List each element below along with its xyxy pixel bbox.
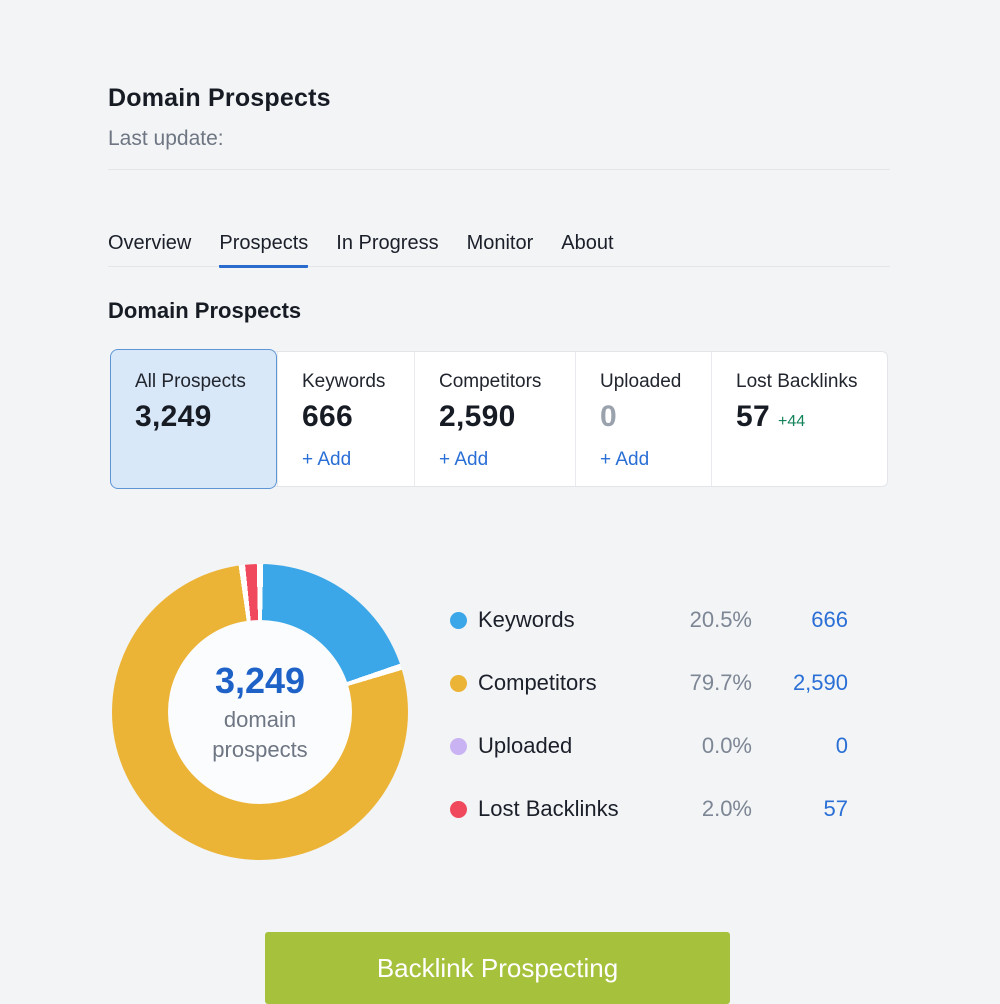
last-update-label: Last update: <box>108 127 224 150</box>
legend-value-link[interactable]: 666 <box>811 607 848 632</box>
stat-card-all-prospects[interactable]: All Prospects 3,249 <box>110 349 277 489</box>
legend-label: Lost Backlinks <box>478 796 619 821</box>
legend-label: Uploaded <box>478 733 573 758</box>
legend-row-uploaded: Uploaded 0.0% 0 <box>450 729 848 763</box>
stat-card-delta-badge: +44 <box>777 413 806 430</box>
section-title: Domain Prospects <box>108 298 302 323</box>
stat-card-keywords[interactable]: Keywords 666 + Add <box>277 352 414 486</box>
legend-percent: 79.7% <box>689 670 752 695</box>
header-divider <box>108 169 890 170</box>
stat-card-value: 57 <box>736 400 770 433</box>
legend-value-link[interactable]: 57 <box>823 796 848 821</box>
add-competitors-button[interactable]: + Add <box>439 449 489 470</box>
stat-card-competitors[interactable]: Competitors 2,590 + Add <box>414 352 575 486</box>
stat-card-value: 0 <box>600 400 617 433</box>
stat-card-label: All Prospects <box>135 371 246 392</box>
stat-card-value: 3,249 <box>135 400 212 433</box>
legend-label: Competitors <box>478 670 597 695</box>
legend-percent: 20.5% <box>689 607 752 632</box>
legend-dot <box>450 611 467 629</box>
stat-card-value: 2,590 <box>439 400 516 433</box>
tab-in-progress[interactable]: In Progress <box>336 232 439 254</box>
donut-chart-center: 3,249 domain prospects <box>168 620 352 804</box>
legend-dot <box>450 737 467 755</box>
legend-row-lost-backlinks: Lost Backlinks 2.0% 57 <box>450 792 848 826</box>
tab-about[interactable]: About <box>561 232 614 254</box>
backlink-prospecting-button[interactable]: Backlink Prospecting <box>265 932 730 1004</box>
legend-dot <box>450 800 467 818</box>
legend-dot <box>450 674 467 692</box>
stat-card-label: Keywords <box>302 371 386 392</box>
legend-row-competitors: Competitors 79.7% 2,590 <box>450 666 848 700</box>
stat-card-label: Competitors <box>439 371 542 392</box>
stat-card-value: 666 <box>302 400 353 433</box>
legend-label: Keywords <box>478 607 575 632</box>
stat-card-lost-backlinks[interactable]: Lost Backlinks 57 +44 <box>711 352 887 486</box>
stat-card-row: All Prospects 3,249 Keywords 666 + Add C… <box>110 349 888 489</box>
legend-percent: 2.0% <box>701 796 752 821</box>
donut-chart: 3,249 domain prospects <box>112 564 408 860</box>
legend-percent: 0.0% <box>701 733 752 758</box>
tab-overview[interactable]: Overview <box>108 232 192 254</box>
tab-monitor[interactable]: Monitor <box>466 232 534 254</box>
donut-total-label: domain prospects <box>212 706 308 762</box>
page-title: Domain Prospects <box>108 84 331 112</box>
stat-card-label: Uploaded <box>600 371 682 392</box>
legend-row-keywords: Keywords 20.5% 666 <box>450 603 848 637</box>
legend-value-link[interactable]: 2,590 <box>792 670 848 695</box>
add-keywords-button[interactable]: + Add <box>302 449 352 470</box>
donut-total-value: 3,249 <box>214 659 306 701</box>
tab-prospects[interactable]: Prospects <box>219 231 309 268</box>
legend-value-link[interactable]: 0 <box>835 733 848 758</box>
chart-legend: Keywords 20.5% 666 Competitors 79.7% 2,5… <box>450 603 848 855</box>
tab-bar: Overview Prospects In Progress Monitor A… <box>108 231 890 268</box>
add-uploaded-button[interactable]: + Add <box>600 449 650 470</box>
stat-card-label: Lost Backlinks <box>736 371 858 392</box>
stat-card-uploaded[interactable]: Uploaded 0 + Add <box>575 352 711 486</box>
